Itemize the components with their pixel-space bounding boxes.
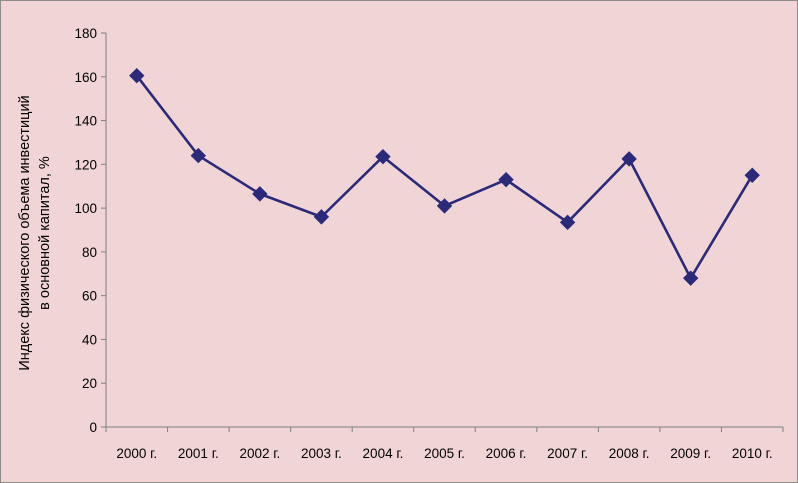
data-point-marker: [621, 151, 637, 167]
x-tick-label: 2001 г.: [178, 446, 219, 461]
y-tick-label: 60: [82, 289, 97, 304]
axes: 0 20 40 60 80 100 120 140 160 180 2000 г. 2001 г. 20…: [74, 26, 784, 461]
y-tick-label: 0: [89, 420, 97, 435]
data-point-marker: [375, 148, 391, 165]
x-tick-label: 2009 г.: [670, 446, 711, 461]
data-point-marker: [436, 198, 453, 214]
data-point-marker: [313, 209, 330, 225]
x-tick-label: 2006 г.: [486, 446, 527, 461]
y-tick-label: 80: [82, 245, 97, 260]
x-tick-label: 2004 г.: [363, 446, 404, 461]
data-point-marker: [190, 147, 207, 164]
data-point-marker: [744, 167, 760, 183]
x-tick-label: 2007 г.: [547, 446, 588, 461]
x-tick-label: 2008 г.: [609, 446, 650, 461]
y-tick-label: 40: [82, 332, 97, 347]
y-axis-title: Индекс физического объема инвестиций в о…: [17, 95, 53, 370]
y-tick-label: 20: [82, 376, 97, 391]
y-tick-label: 160: [74, 70, 97, 85]
series-line: [129, 67, 760, 286]
y-tick-label: 120: [74, 157, 97, 172]
data-point-marker: [129, 67, 145, 84]
data-point-marker: [682, 270, 699, 286]
x-tick-label: 2010 г.: [732, 446, 773, 461]
x-tick-label: 2005 г.: [424, 446, 465, 461]
x-tick-label: 2002 г.: [239, 446, 280, 461]
y-axis-title-line-2: в основной капитал, %: [37, 156, 53, 310]
data-point-marker: [252, 186, 268, 202]
x-tick-label: 2003 г.: [301, 446, 342, 461]
series-line-path: [135, 74, 754, 280]
data-point-marker: [498, 171, 514, 188]
y-tick-label: 100: [74, 201, 97, 216]
y-tick-label: 140: [74, 114, 97, 129]
data-point-marker: [559, 214, 576, 231]
y-axis-title-line-1: Индекс физического объема инвестиций: [17, 95, 33, 370]
x-tick-label: 2000 г.: [116, 446, 157, 461]
y-tick-label: 180: [74, 26, 97, 41]
